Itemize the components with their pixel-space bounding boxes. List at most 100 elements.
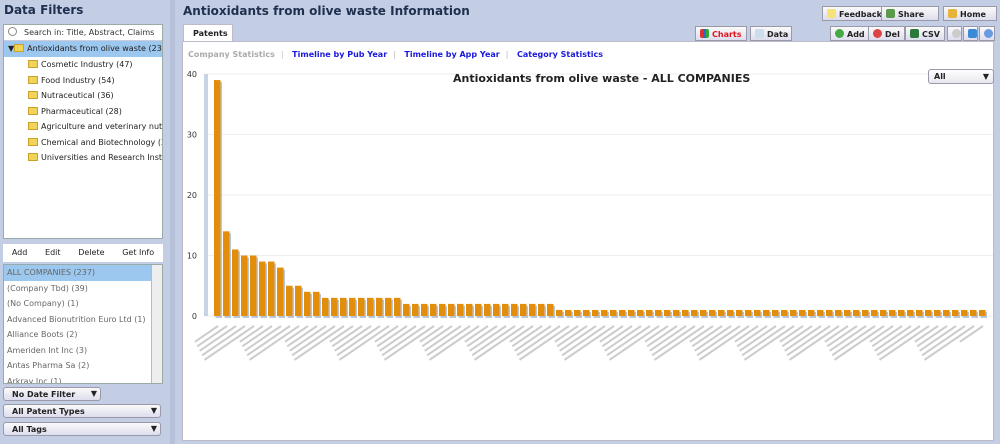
bar[interactable] — [853, 309, 860, 316]
tree-item[interactable]: Universities and Research Institutions — [4, 150, 162, 166]
bar[interactable] — [745, 309, 752, 316]
bar[interactable] — [241, 255, 248, 317]
bar[interactable] — [367, 297, 374, 316]
bar[interactable] — [385, 297, 392, 316]
charts-button[interactable]: Charts — [695, 26, 747, 41]
date-filter-dropdown[interactable]: No Date Filter ▼ — [3, 387, 101, 401]
bar[interactable] — [448, 303, 455, 316]
edit-button[interactable]: Edit — [45, 248, 61, 257]
delete-button[interactable]: Delete — [78, 248, 105, 257]
expand-icon[interactable]: ▼ — [8, 44, 15, 53]
get-info-button[interactable]: Get Info — [122, 248, 155, 257]
feedback-button[interactable]: Feedback — [822, 6, 887, 21]
data-button[interactable]: Data — [750, 26, 792, 41]
bar[interactable] — [295, 285, 302, 316]
add-chart-button[interactable]: Add — [830, 26, 870, 41]
csv-button[interactable]: CSV — [905, 26, 945, 41]
tree-item[interactable]: Nutraceutical (36) — [4, 88, 162, 104]
bar[interactable] — [736, 309, 743, 316]
company-list-item[interactable]: Ameriden Int Inc (3) — [7, 345, 88, 355]
bar[interactable] — [412, 303, 419, 316]
bar[interactable] — [763, 309, 770, 316]
bar[interactable] — [907, 309, 914, 316]
tags-dropdown[interactable]: All Tags ▼ — [3, 422, 161, 436]
bar[interactable] — [727, 309, 734, 316]
bar[interactable] — [430, 303, 437, 316]
help-button[interactable] — [979, 26, 995, 41]
bar[interactable] — [979, 309, 986, 316]
tree-root[interactable]: ▼ Antioxidants from olive waste (237) — [4, 41, 162, 57]
bar[interactable] — [250, 255, 257, 317]
bar[interactable] — [457, 303, 464, 316]
bar[interactable] — [880, 309, 887, 316]
bar[interactable] — [961, 309, 968, 316]
bar[interactable] — [754, 309, 761, 316]
bar[interactable] — [421, 303, 428, 316]
bar[interactable] — [547, 303, 554, 316]
bar[interactable] — [610, 309, 617, 316]
bar[interactable] — [709, 309, 716, 316]
company-list-item[interactable]: Antas Pharma Sa (2) — [7, 361, 90, 370]
bar[interactable] — [781, 309, 788, 316]
bar[interactable] — [331, 297, 338, 316]
bar[interactable] — [394, 297, 401, 316]
bar[interactable] — [340, 297, 347, 316]
bar[interactable] — [718, 309, 725, 316]
bar[interactable] — [403, 303, 410, 316]
company-list-item[interactable]: Alliance Boots (2) — [7, 330, 78, 339]
bar[interactable] — [277, 267, 284, 316]
bar[interactable] — [700, 309, 707, 316]
tree-item[interactable]: Food Industry (54) — [4, 73, 162, 89]
bar[interactable] — [376, 297, 383, 316]
bar[interactable] — [682, 309, 689, 316]
search-input[interactable]: Search in: Title, Abstract, Claims — [4, 25, 162, 41]
bar[interactable] — [466, 303, 473, 316]
bar[interactable] — [637, 309, 644, 316]
panel-splitter[interactable] — [170, 0, 175, 444]
bar[interactable] — [511, 303, 518, 316]
company-select[interactable]: All ▼ — [928, 69, 994, 84]
bar[interactable] — [520, 303, 527, 316]
bar[interactable] — [655, 309, 662, 316]
company-list-item[interactable]: (Company Tbd) (39) — [7, 283, 88, 293]
bar[interactable] — [835, 309, 842, 316]
bar[interactable] — [304, 291, 311, 316]
bar[interactable] — [970, 309, 977, 316]
add-button[interactable]: Add — [11, 248, 28, 257]
company-list-item[interactable]: Arkray Inc (1) — [7, 376, 62, 384]
bar[interactable] — [646, 309, 653, 316]
bar[interactable] — [439, 303, 446, 316]
link-timeline-pub-year[interactable]: Timeline by Pub Year — [292, 50, 388, 59]
share-button[interactable]: Share — [881, 6, 939, 21]
tree-item[interactable]: Cosmetic Industry (47) — [4, 57, 162, 73]
bar[interactable] — [538, 303, 545, 316]
bar[interactable] — [268, 261, 275, 316]
bar[interactable] — [871, 309, 878, 316]
bar[interactable] — [601, 309, 608, 316]
tree-item[interactable]: Chemical and Biotechnology (2 — [4, 135, 162, 151]
bar[interactable] — [286, 285, 293, 316]
bar[interactable] — [565, 309, 572, 316]
bar[interactable] — [475, 303, 482, 316]
bar[interactable] — [556, 309, 563, 316]
bar[interactable] — [574, 309, 581, 316]
bar[interactable] — [673, 309, 680, 316]
layout-button[interactable] — [963, 26, 978, 41]
patent-types-dropdown[interactable]: All Patent Types ▼ — [3, 404, 161, 418]
bar[interactable] — [313, 291, 320, 316]
home-button[interactable]: Home — [943, 6, 997, 21]
bar[interactable] — [223, 231, 230, 316]
bar[interactable] — [844, 309, 851, 316]
company-list-item[interactable]: ALL COMPANIES (237) — [4, 265, 162, 281]
bar[interactable] — [772, 309, 779, 316]
bar[interactable] — [934, 309, 941, 316]
tree-item[interactable]: Pharmaceutical (28) — [4, 104, 162, 120]
link-timeline-app-year[interactable]: Timeline by App Year — [404, 50, 500, 59]
tab-patents[interactable]: Patents — [183, 24, 233, 41]
bar[interactable] — [916, 309, 923, 316]
bar[interactable] — [583, 309, 590, 316]
link-company-statistics[interactable]: Company Statistics — [188, 50, 275, 59]
company-list-item[interactable]: Advanced Bionutrition Euro Ltd (1) — [7, 314, 146, 324]
bar[interactable] — [358, 297, 365, 316]
delete-chart-button[interactable]: Del — [868, 26, 905, 41]
